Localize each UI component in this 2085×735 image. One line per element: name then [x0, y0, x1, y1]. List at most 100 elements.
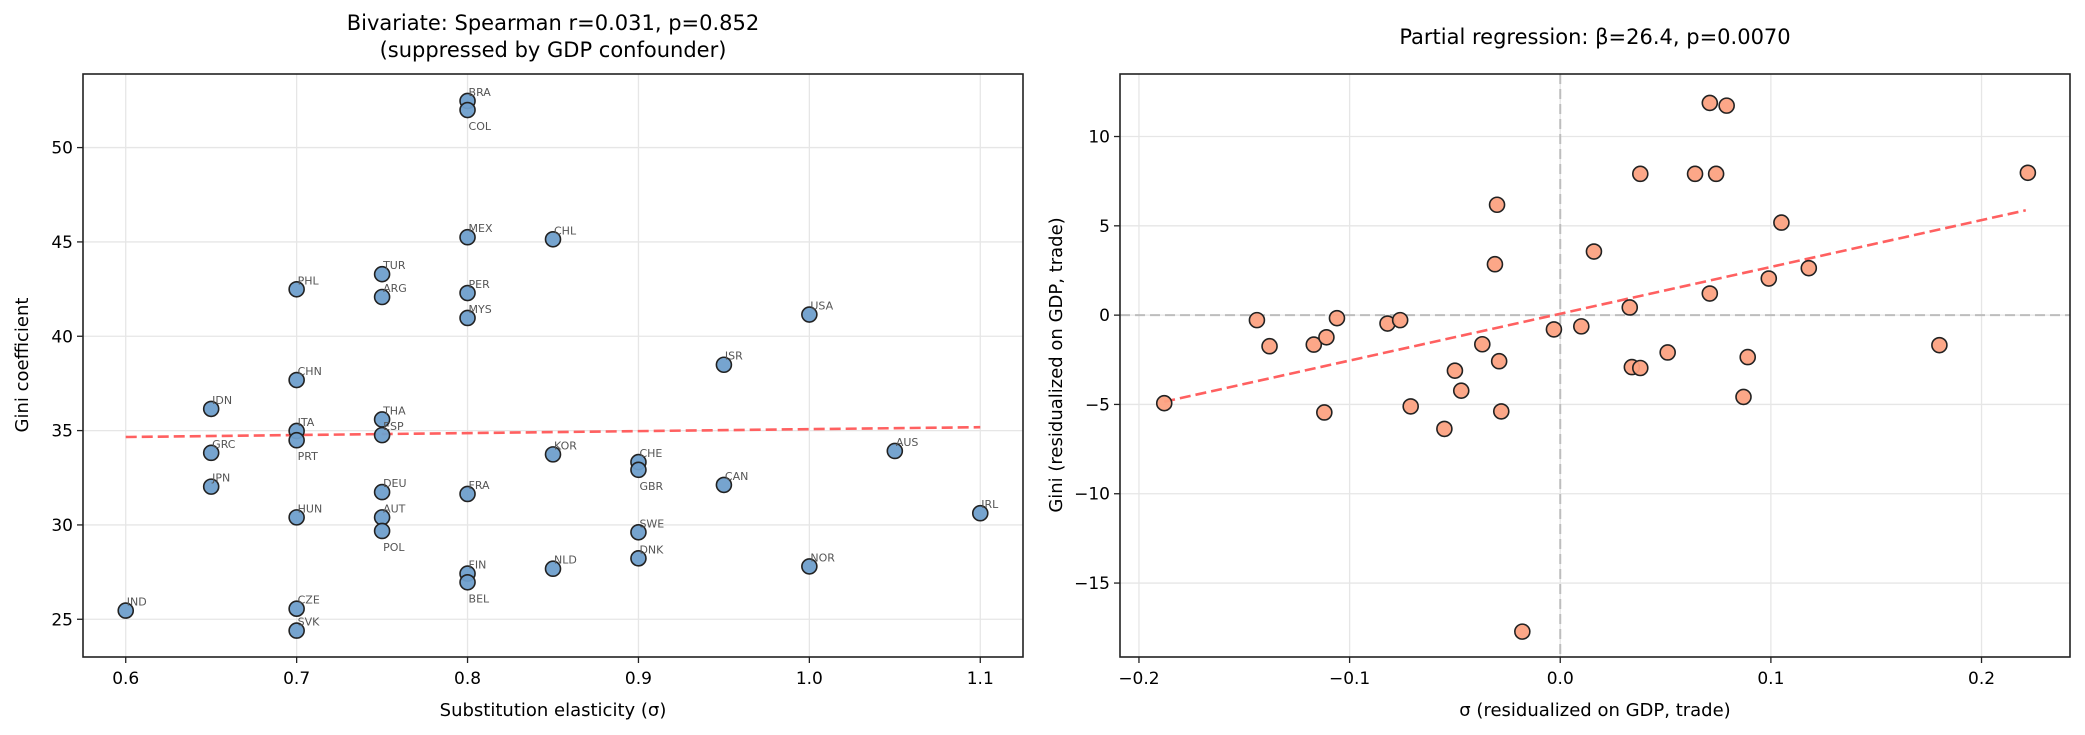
data-point — [971, 504, 989, 522]
data-point — [630, 523, 647, 541]
chart-title: Partial regression: β=26.4, p=0.0070 — [1399, 25, 1790, 49]
x-tick-label: 0.6 — [112, 669, 139, 689]
point-label: CHL — [554, 224, 577, 237]
point-label: TUR — [382, 259, 406, 272]
point-label: ITA — [298, 416, 315, 429]
data-point — [459, 228, 476, 246]
point-label: PHL — [298, 274, 320, 287]
data-point — [1573, 318, 1590, 335]
y-tick-label: 0 — [1099, 306, 1110, 326]
data-point — [288, 509, 305, 526]
point-label: POL — [383, 541, 405, 554]
y-tick-label: 50 — [51, 139, 73, 159]
data-point — [1631, 359, 1649, 377]
data-point — [373, 288, 391, 306]
data-point — [459, 284, 476, 302]
data-point — [1488, 196, 1506, 214]
data-point — [801, 558, 818, 575]
point-label: FRA — [469, 479, 491, 492]
x-tick-label: 0.0 — [1547, 669, 1574, 689]
data-point — [288, 371, 305, 389]
x-tick-label: −0.1 — [1329, 669, 1370, 689]
point-label: ISR — [725, 350, 743, 363]
data-point — [1261, 337, 1278, 355]
data-point — [288, 600, 305, 617]
point-label: NOR — [810, 551, 835, 564]
data-point — [1701, 94, 1719, 112]
data-point — [1446, 362, 1464, 379]
point-label: IRL — [981, 498, 999, 511]
x-axis-label: σ (residualized on GDP, trade) — [1459, 700, 1730, 721]
x-tick-label: 0.1 — [1757, 669, 1784, 689]
data-point — [1514, 623, 1531, 640]
point-label: JPN — [211, 472, 230, 485]
point-label: MYS — [469, 303, 492, 316]
data-point — [886, 442, 904, 460]
trend-line — [1163, 209, 2027, 404]
y-tick-label: 30 — [51, 516, 73, 536]
data-point — [1492, 403, 1510, 420]
data-point — [1248, 311, 1266, 329]
axes-frame — [82, 73, 1024, 658]
point-label: HUN — [298, 502, 323, 515]
data-point — [1328, 309, 1346, 327]
data-point — [459, 101, 476, 119]
x-tick-label: 0.9 — [625, 669, 652, 689]
point-label: ESP — [383, 420, 404, 433]
data-point — [1585, 243, 1603, 260]
point-label: CZE — [298, 594, 320, 607]
point-label: ARG — [383, 282, 407, 295]
data-point — [117, 602, 135, 619]
data-point — [459, 573, 476, 591]
point-label: IDN — [212, 394, 232, 407]
point-label: COL — [469, 120, 492, 133]
data-point — [459, 485, 476, 503]
data-point — [202, 400, 220, 418]
point-label: PER — [469, 278, 491, 291]
data-point — [459, 309, 476, 327]
x-axis-label: Substitution elasticity (σ) — [440, 700, 667, 721]
data-point — [1773, 214, 1790, 231]
x-tick-label: 0.8 — [454, 669, 481, 689]
chart-title-line2: (suppressed by GDP confounder) — [380, 38, 727, 62]
point-label: CAN — [725, 470, 748, 483]
data-point — [202, 478, 220, 495]
point-label: KOR — [554, 439, 577, 452]
data-point — [373, 265, 391, 283]
data-point — [1718, 97, 1735, 114]
data-point — [544, 230, 562, 248]
data-point — [1474, 335, 1491, 353]
data-point — [1701, 285, 1719, 302]
y-tick-label: −10 — [1074, 485, 1110, 505]
partial-regression-panel: Partial regression: β=26.4, p=0.0070 σ (… — [1046, 25, 2071, 721]
data-point — [288, 280, 305, 298]
y-axis-label: Gini coefficient — [12, 298, 33, 433]
data-point — [801, 306, 818, 323]
point-label: SWE — [639, 517, 664, 530]
trend-line — [125, 425, 981, 439]
data-point — [1452, 382, 1470, 399]
point-label: BRA — [469, 86, 492, 99]
data-point — [1391, 311, 1409, 329]
data-point — [288, 431, 305, 449]
point-label: CHN — [298, 365, 322, 378]
data-point — [1707, 165, 1725, 183]
data-point — [373, 426, 391, 444]
x-tick-label: 0.2 — [1968, 669, 1995, 689]
y-tick-label: 35 — [51, 422, 73, 442]
y-axis-label: Gini (residualized on GDP, trade) — [1046, 217, 1067, 512]
data-point — [1931, 336, 1948, 354]
x-tick-label: 0.7 — [283, 669, 310, 689]
y-tick-label: 40 — [51, 327, 73, 347]
x-tick-label: −0.2 — [1118, 669, 1159, 689]
data-point — [544, 446, 562, 463]
data-point — [373, 483, 391, 501]
data-point — [1155, 394, 1173, 412]
point-label: USA — [810, 300, 833, 313]
x-tick-label: 1.1 — [967, 669, 994, 689]
data-point — [715, 476, 733, 494]
data-point — [1545, 321, 1563, 338]
data-point — [1686, 165, 1704, 183]
data-point — [373, 522, 391, 540]
data-point — [1631, 165, 1649, 183]
